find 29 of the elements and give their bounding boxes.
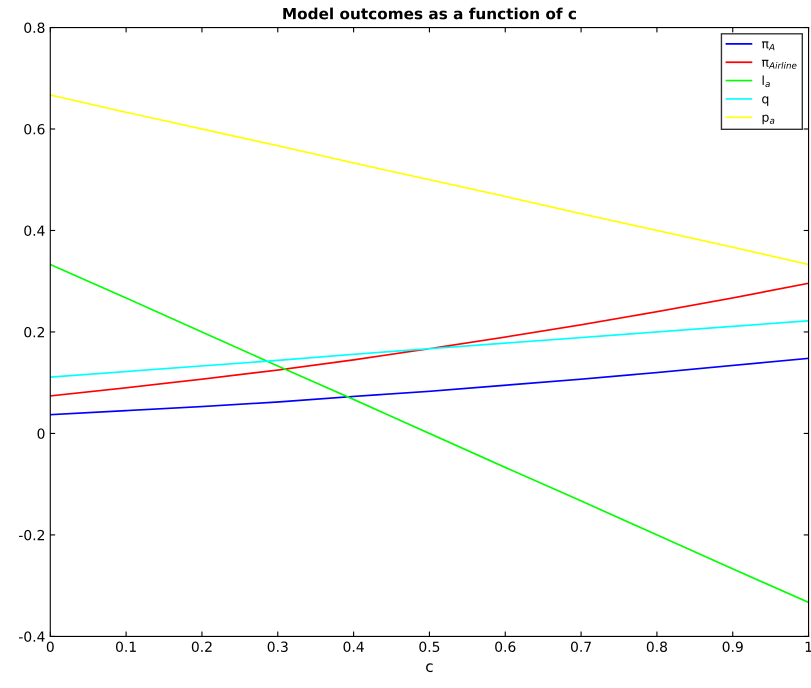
y-tick-label: -0.2 — [19, 530, 44, 540]
legend-label: l$_{a}$ — [762, 75, 770, 88]
x-tick-label: 0.8 — [646, 642, 668, 652]
x-tick-label: 0.1 — [116, 642, 136, 652]
y-tick-label: 0.8 — [24, 22, 44, 33]
legend-label: π$_{A}$ — [762, 41, 774, 50]
line-series — [50, 320, 809, 378]
line-series — [50, 94, 809, 266]
chart-title: Model outcomes as a function of c — [283, 8, 576, 20]
y-tick-label: -0.4 — [19, 631, 45, 642]
x-tick-label: 0 — [46, 642, 54, 652]
x-tick-label: 0.4 — [343, 642, 364, 652]
line-series — [50, 358, 809, 416]
x-axis-title: c — [426, 663, 433, 672]
x-tick-label: 0.6 — [495, 642, 516, 652]
x-tick-label: 0.3 — [268, 642, 288, 652]
x-tick-label: 0.9 — [722, 642, 743, 652]
x-tick-label: 0.2 — [192, 642, 212, 652]
legend-label: q — [762, 96, 768, 106]
y-tick-label: 0 — [38, 428, 44, 439]
y-tick-label: 0.4 — [24, 225, 45, 236]
line-series — [50, 282, 809, 397]
line-series — [50, 264, 809, 604]
legend-label: p$_{a}$ — [762, 114, 774, 124]
x-tick-label: 0.5 — [419, 642, 440, 652]
y-tick-label: 0.6 — [24, 124, 45, 134]
y-tick-label: 0.2 — [24, 326, 44, 338]
legend-label: π$_{Airline}$ — [762, 60, 797, 69]
x-tick-label: 0.7 — [570, 642, 591, 652]
